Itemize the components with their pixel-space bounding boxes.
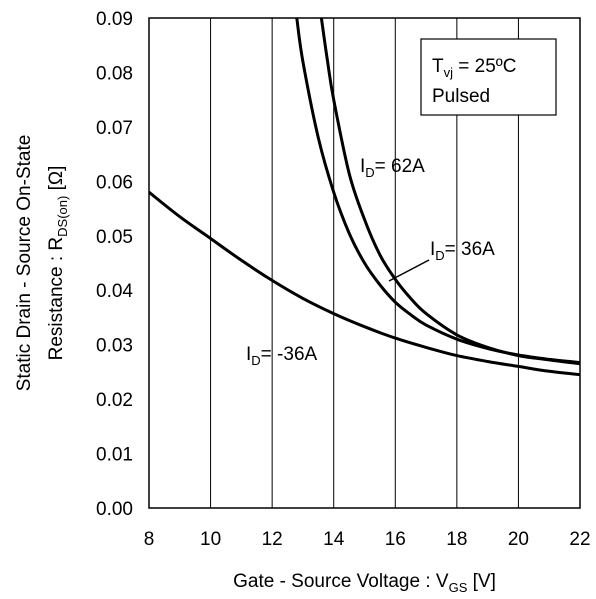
y-tick-label: 0.09	[96, 9, 133, 30]
y-tick-label: 0.01	[96, 445, 133, 466]
x-tick-label: 18	[446, 529, 467, 550]
y-tick-label: 0.05	[96, 227, 133, 248]
x-tick-label: 10	[200, 529, 221, 550]
x-tick-label: 20	[508, 529, 529, 550]
label-id-36a: ID= 36A	[430, 239, 495, 263]
x-tick-label: 16	[385, 529, 406, 550]
y-tick-label: 0.00	[96, 499, 133, 520]
x-tick-label: 8	[144, 529, 155, 550]
curve-id-36a	[295, 18, 580, 365]
y-tick-label: 0.03	[96, 336, 133, 357]
y-axis-title-line1: Static Drain - Source On-State	[14, 135, 35, 392]
x-tick-label: 22	[569, 529, 590, 550]
temperature-sub: vj	[444, 65, 454, 80]
curves	[149, 18, 580, 377]
x-axis-title: Gate - Source Voltage : VGS [V]	[233, 571, 496, 595]
curve-id-neg36a	[149, 191, 580, 377]
y-tick-label: 0.08	[96, 63, 133, 84]
y-axis-title-line2: Resistance : RDS(on) [Ω]	[46, 166, 70, 361]
y-tick-label: 0.07	[96, 118, 133, 139]
y-tick-label: 0.02	[96, 390, 133, 411]
x-tick-label: 14	[323, 529, 345, 550]
pulsed-label: Pulsed	[432, 86, 490, 107]
y-axis-title: Static Drain - Source On-State Resistanc…	[14, 135, 70, 392]
plot-frame	[148, 17, 581, 509]
x-tick-labels: 8 10 12 14 16 18 20 22	[144, 529, 591, 550]
x-tick-label: 12	[262, 529, 283, 550]
conditions-box: Tvj = 25ºC Pulsed	[420, 38, 557, 116]
y-tick-label: 0.06	[96, 172, 133, 193]
temperature-label: Tvj = 25ºC	[432, 56, 516, 80]
label-id-62a: ID= 62A	[360, 156, 425, 180]
label-id-neg36a: ID= -36A	[246, 344, 318, 368]
label-id-36a-leader	[388, 259, 430, 282]
y-tick-labels: 0.00 0.01 0.02 0.03 0.04 0.05 0.06 0.07 0.08 0.09	[96, 9, 133, 520]
y-tick-label: 0.04	[96, 281, 133, 302]
conditions-box-frame	[420, 38, 557, 116]
